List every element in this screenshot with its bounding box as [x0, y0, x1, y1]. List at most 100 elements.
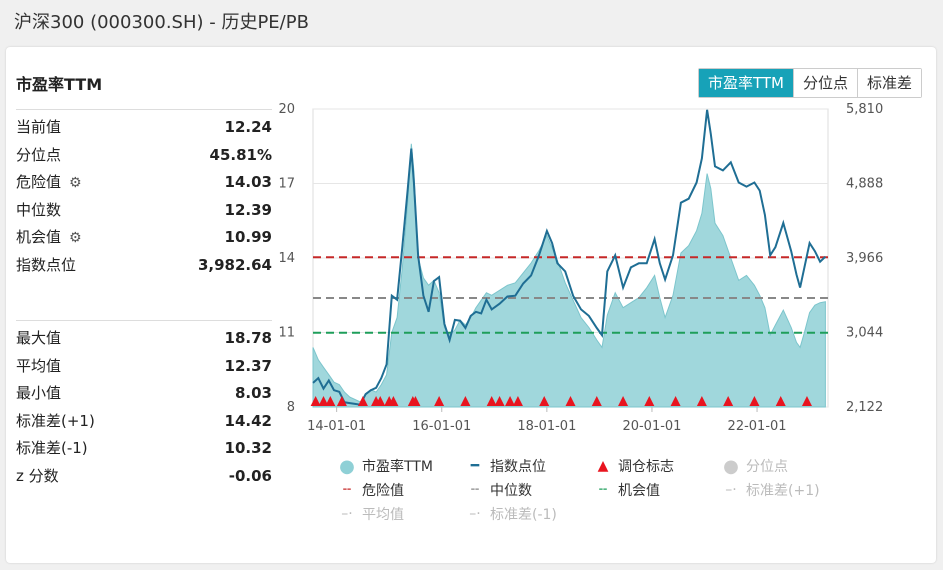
rebalance-marker [505, 396, 516, 406]
legend-item-percentile[interactable]: ● 分位点 [720, 456, 848, 477]
stat-row-z-score: z 分数 -0.06 [16, 463, 272, 491]
rebalance-marker [591, 396, 602, 406]
rebalance-marker [723, 396, 734, 406]
page-title: 沪深300 (000300.SH) - 历史PE/PB [14, 12, 309, 33]
stat-label: 中位数 [16, 200, 62, 219]
rebalance-marker [434, 396, 445, 406]
stat-row-max: 最大值 18.78 [16, 325, 272, 353]
legend-item-std-minus[interactable]: –· 标准差(-1) [464, 504, 592, 524]
stat-row-current: 当前值 12.24 [16, 114, 272, 142]
legend-row: ╌ 危险值 ╌ 中位数 ╌ 机会值 –· 标准差(+1) [336, 478, 856, 502]
y-right-tick-label: 4,888 [846, 177, 883, 192]
rebalance-marker [375, 396, 386, 406]
stat-value: 12.24 [224, 118, 272, 136]
chart-card: 市盈率TTM 市盈率TTM 分位点 标准差 当前值 12.24 分位点 45.81%… [6, 47, 936, 563]
rebalance-marker [512, 396, 523, 406]
rebalance-marker [801, 396, 812, 406]
legend-item-index[interactable]: ━ 指数点位 [464, 456, 592, 476]
stat-row-std-minus: 标准差(-1) 10.32 [16, 435, 272, 463]
stat-row-percentile: 分位点 45.81% [16, 142, 272, 170]
panel-title: 市盈率TTM [16, 75, 103, 94]
legend-dashdot-icon: –· [469, 506, 481, 522]
legend-dash-icon: ╌ [342, 482, 352, 498]
stat-value: 45.81% [209, 145, 272, 164]
y-left-tick-label: 17 [278, 177, 295, 192]
legend-label: 机会值 [618, 483, 660, 499]
tab-percentile[interactable]: 分位点 [792, 69, 857, 97]
y-right-tick-label: 3,966 [846, 251, 883, 266]
legend-item-pe[interactable]: ● 市盈率TTM [336, 456, 464, 477]
legend-label: 中位数 [490, 483, 532, 499]
pe-area-series [312, 143, 826, 408]
stat-label: 危险值 [16, 173, 62, 191]
stat-label: 最小值 [16, 384, 62, 402]
legend-triangle-icon: ▲ [597, 458, 609, 474]
legend-label: 平均值 [362, 507, 404, 523]
legend-label: 分位点 [746, 459, 788, 475]
legend-item-std-plus[interactable]: –· 标准差(+1) [720, 480, 848, 500]
stat-value: 14.03 [224, 173, 272, 191]
y-left-tick-label: 11 [278, 326, 295, 341]
rebalance-marker [494, 396, 505, 406]
x-tick-label: 14-01-01 [307, 419, 366, 434]
stat-row-min: 最小值 8.03 [16, 380, 272, 408]
gear-icon[interactable]: ⚙ [69, 175, 82, 191]
stat-row-index-level: 指数点位 3,982.64 [16, 252, 272, 280]
rebalance-marker [618, 396, 629, 406]
rebalance-marker [357, 396, 368, 406]
legend-dashdot-icon: –· [341, 506, 353, 522]
legend-label: 标准差(+1) [746, 483, 820, 499]
stat-value: 12.37 [224, 356, 272, 375]
legend-label: 调仓标志 [618, 459, 674, 475]
tab-std-dev[interactable]: 标准差 [856, 69, 921, 97]
legend-item-opportunity[interactable]: ╌ 机会值 [592, 480, 720, 500]
legend-item-median[interactable]: ╌ 中位数 [464, 480, 592, 500]
rebalance-marker [388, 396, 399, 406]
legend-index-line-icon: ━ [470, 458, 480, 474]
legend-label: 指数点位 [490, 459, 546, 475]
y-right-tick-label: 5,810 [846, 102, 883, 117]
stat-label: 机会值 [16, 228, 62, 246]
legend-dash-icon: ╌ [598, 482, 608, 498]
stat-row-mean: 平均值 12.37 [16, 353, 272, 381]
gear-icon[interactable]: ⚙ [69, 230, 82, 246]
x-tick-label: 18-01-01 [517, 419, 576, 434]
rebalance-marker [486, 396, 497, 406]
stat-label: 分位点 [16, 145, 62, 164]
rebalance-marker [310, 396, 321, 406]
stat-row-median: 中位数 12.39 [16, 197, 272, 225]
index-line-series [312, 109, 827, 406]
legend-dash-icon: ╌ [470, 482, 480, 498]
y-right-tick-label: 2,122 [846, 400, 883, 415]
stat-value: 8.03 [234, 384, 272, 402]
stat-value: 10.32 [224, 439, 272, 457]
stat-label: z 分数 [16, 466, 59, 485]
legend-label: 市盈率TTM [362, 459, 433, 475]
rebalance-marker [460, 396, 471, 406]
stat-label: 指数点位 [16, 255, 77, 274]
chart-legend: ● 市盈率TTM ━ 指数点位 ▲ 调仓标志 ● 分位点 ╌ 危险值 ╌ 中位数 ╌ 机会值 … [336, 454, 856, 526]
legend-percentile-circle-icon: ● [723, 455, 739, 477]
stat-value: 12.39 [224, 200, 272, 219]
legend-dashdot-icon: –· [725, 482, 737, 498]
stat-label: 最大值 [16, 329, 62, 347]
x-tick-label: 22-01-01 [728, 419, 787, 434]
legend-item-mean[interactable]: –· 平均值 [336, 504, 464, 524]
rebalance-marker [644, 396, 655, 406]
tab-pe-ttm[interactable]: 市盈率TTM [698, 69, 793, 97]
rebalance-marker [749, 396, 760, 406]
rebalance-marker [336, 396, 347, 406]
legend-label: 危险值 [362, 483, 404, 499]
stat-label: 当前值 [16, 118, 62, 136]
stat-value: 14.42 [224, 411, 272, 430]
legend-item-danger[interactable]: ╌ 危险值 [336, 480, 464, 500]
stat-value: 10.99 [224, 228, 272, 246]
metric-tabs: 市盈率TTM 分位点 标准差 [697, 68, 922, 98]
pe-chart[interactable]: 8 2,122 11 3,044 14 3,966 17 4,888 20 5,810 14-01-… [6, 47, 936, 447]
legend-item-rebalance[interactable]: ▲ 调仓标志 [592, 456, 720, 476]
stat-value: 18.78 [224, 329, 272, 347]
stat-label: 标准差(-1) [16, 439, 88, 457]
y-left-tick-label: 20 [278, 102, 295, 117]
legend-pe-circle-icon: ● [339, 455, 355, 477]
current-stats: 当前值 12.24 分位点 45.81% 危险值 ⚙ 14.03 中位数 12.39 机会… [16, 109, 272, 279]
